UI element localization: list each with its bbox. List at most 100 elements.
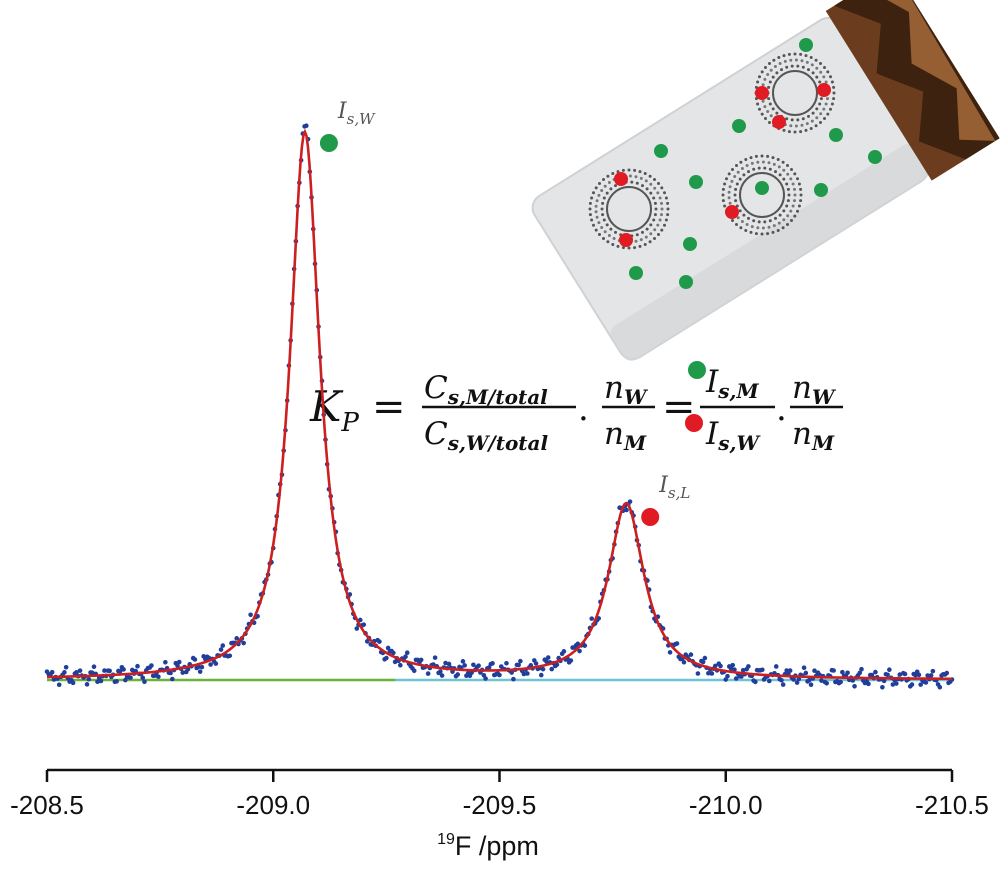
data-point	[725, 673, 730, 679]
data-point	[439, 673, 445, 678]
eq-dot-2: .	[776, 389, 787, 429]
data-point	[497, 672, 502, 678]
water-molecule	[755, 181, 769, 195]
vesicles	[588, 52, 836, 250]
data-point	[392, 659, 398, 665]
data-point	[192, 657, 198, 662]
data-point	[398, 662, 403, 668]
data-point	[709, 671, 715, 676]
data-point	[706, 670, 711, 676]
vesicle	[721, 154, 803, 236]
data-point	[925, 673, 930, 678]
data-point	[702, 655, 708, 661]
eq-lhs: KP	[309, 382, 359, 438]
x-tick-label: -208.5	[10, 790, 84, 820]
data-point	[114, 679, 119, 684]
data-point	[803, 670, 809, 676]
data-point	[241, 640, 246, 646]
data-point	[746, 664, 751, 669]
data-point	[944, 670, 950, 676]
eq-frac3-denominator: Is,W	[705, 416, 761, 455]
data-point	[504, 660, 509, 666]
data-point	[916, 672, 922, 678]
data-point	[923, 680, 929, 685]
water-molecule	[689, 175, 703, 189]
water-molecule	[629, 266, 643, 280]
data-point	[806, 677, 812, 683]
data-point	[49, 669, 55, 675]
data-point	[674, 641, 680, 646]
data-point	[446, 661, 452, 667]
data-point	[63, 664, 69, 670]
data-point	[540, 666, 546, 672]
data-point	[824, 681, 829, 686]
data-point	[723, 677, 729, 682]
peak-water-marker	[319, 134, 338, 152]
data-point	[667, 650, 673, 655]
data-point	[819, 678, 824, 683]
data-point	[554, 662, 560, 667]
data-point	[840, 669, 845, 675]
data-point	[213, 661, 219, 666]
data-point	[117, 669, 123, 674]
data-point	[56, 682, 62, 688]
data-point	[909, 682, 915, 687]
data-point	[455, 672, 461, 677]
eq-frac2-numerator: nW	[604, 370, 649, 409]
data-point	[77, 668, 83, 673]
data-point	[730, 662, 736, 668]
data-point	[880, 684, 885, 690]
water-molecule	[732, 119, 746, 133]
data-point	[516, 662, 521, 668]
data-point	[74, 669, 79, 675]
data-point	[304, 123, 309, 129]
data-point	[220, 643, 226, 648]
data-point	[568, 658, 574, 663]
data-point	[533, 661, 539, 666]
data-point	[411, 668, 417, 674]
data-point	[866, 681, 871, 687]
data-point	[713, 663, 718, 669]
data-point	[739, 674, 744, 679]
data-point	[460, 659, 466, 664]
water-molecule	[654, 144, 668, 158]
data-point	[688, 652, 694, 657]
membrane-molecule	[725, 205, 739, 219]
data-point	[937, 684, 943, 690]
eq-lipid-marker	[685, 414, 703, 432]
data-point	[511, 676, 516, 682]
data-point	[156, 674, 161, 679]
eq-water-marker	[688, 361, 706, 379]
data-point	[128, 675, 133, 680]
data-point	[561, 649, 567, 654]
data-point	[197, 669, 203, 674]
sample-rotor-illustration	[531, 0, 1000, 361]
data-point	[700, 659, 706, 665]
data-point	[733, 676, 739, 681]
peak-lipid-marker	[641, 508, 660, 526]
data-point	[887, 667, 892, 672]
eq-dot-1: .	[578, 389, 589, 429]
data-point	[779, 677, 784, 683]
data-point	[801, 665, 807, 671]
data-point	[897, 672, 903, 677]
data-point	[766, 678, 772, 684]
membrane-molecule	[755, 86, 769, 100]
data-point	[176, 659, 182, 665]
water-molecule	[829, 128, 843, 142]
data-point	[62, 670, 67, 675]
data-point	[70, 680, 76, 686]
data-point	[135, 663, 140, 669]
rotor-cap	[825, 0, 1000, 181]
data-point	[857, 670, 863, 676]
x-axis-ticks: -208.5 -209.0 -209.5 -210.0 -210.5	[10, 770, 989, 820]
data-point	[149, 663, 154, 668]
data-point	[357, 617, 363, 623]
data-point	[894, 681, 899, 686]
data-point	[107, 668, 112, 674]
eq-equals-1: =	[372, 384, 406, 430]
data-point	[740, 667, 746, 673]
x-tick-label: -210.5	[915, 790, 989, 820]
x-axis-title: 19F /ppm	[437, 831, 539, 861]
